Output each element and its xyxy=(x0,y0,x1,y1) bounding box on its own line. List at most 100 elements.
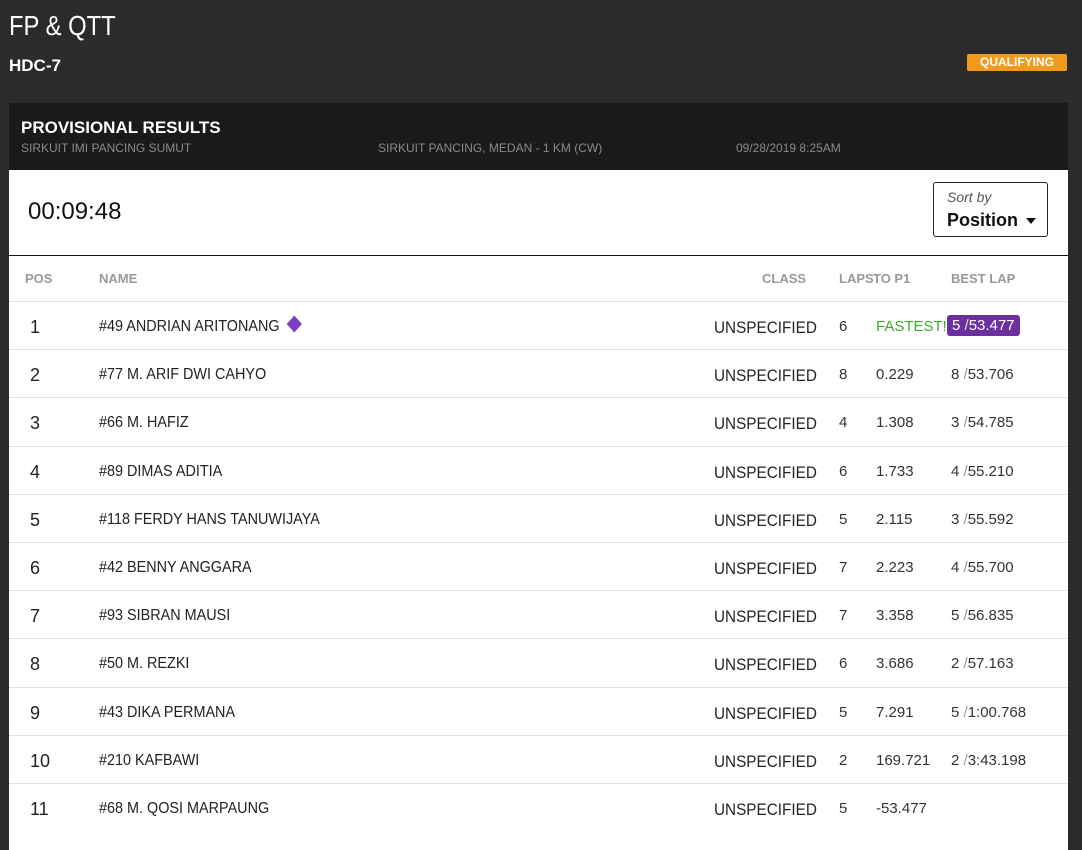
sort-dropdown[interactable] xyxy=(933,182,1048,237)
laps: 2 xyxy=(839,751,848,769)
result-row: 6 #42 BENNY ANGGARA UNSPECIFIED 7 2.223 4 /55… xyxy=(9,542,1068,591)
gap-to-p1: 3.686 xyxy=(876,655,914,673)
divider xyxy=(9,255,1068,256)
class: UNSPECIFIED xyxy=(714,318,817,337)
separator: / xyxy=(963,655,968,673)
gap-to-p1: 3.358 xyxy=(876,607,914,625)
col-header: NAME xyxy=(99,271,138,286)
result-row: 9 #43 DIKA PERMANA UNSPECIFIED 5 7.291 5 /1:0… xyxy=(9,686,1068,736)
class: UNSPECIFIED xyxy=(714,462,817,482)
separator: / xyxy=(963,462,968,480)
result-row: 1 #49 ANDRIAN ARITONANG UNSPECIFIED 6 FASTES… xyxy=(9,301,1068,350)
col-header: POS xyxy=(25,271,53,286)
col-header: LAPS xyxy=(839,271,874,286)
best-lap: 2 /57.163 xyxy=(951,655,1014,672)
class: UNSPECIFIED xyxy=(714,366,817,386)
best-lap-time: 57.163 xyxy=(967,655,1014,673)
driver-name-text: #43 DIKA PERMANA xyxy=(99,703,236,721)
best-lap-time: 53.477 xyxy=(968,317,1015,334)
best-lap-time: 1:00.768 xyxy=(967,703,1027,721)
separator: / xyxy=(963,366,968,384)
gap-to-p1: 1.733 xyxy=(876,462,914,480)
best-lap-number: 2 xyxy=(951,751,960,769)
session-badge: QUALIFYING xyxy=(967,54,1067,71)
best-lap: 5 /53.477 xyxy=(947,315,1020,336)
laps: 5 xyxy=(839,703,848,721)
best-lap-number: 8 xyxy=(951,366,960,384)
separator: / xyxy=(963,559,968,576)
best-lap-time: 3:43.198 xyxy=(967,751,1027,769)
laps: 5 xyxy=(839,510,848,528)
separator: / xyxy=(964,317,969,334)
best-lap-number: 2 xyxy=(951,655,960,673)
separator: / xyxy=(963,414,968,432)
best-lap: 2 /3:43.198 xyxy=(951,752,1026,769)
panel-title: PROVISIONAL RESULTS xyxy=(21,118,221,137)
best-lap-time: 55.592 xyxy=(967,510,1014,528)
laps: 6 xyxy=(839,462,848,480)
best-lap-number: 4 xyxy=(951,462,960,480)
col-header: TO P1 xyxy=(873,271,911,286)
best-lap-time: 55.210 xyxy=(967,462,1014,480)
sort-value[interactable]: Position xyxy=(947,210,1018,230)
result-row: 3 #66 M. HAFIZ UNSPECIFIED 4 1.308 3 /54.785 xyxy=(9,397,1068,446)
best-lap: 3 /54.785 xyxy=(951,414,1014,431)
fastest-icon xyxy=(286,315,302,333)
driver-name: #68 M. QOSI MARPAUNG xyxy=(99,800,269,818)
col-header: BEST LAP xyxy=(951,271,1016,286)
driver-name: #93 SIBRAN MAUSI xyxy=(99,607,230,625)
driver-name: #43 DIKA PERMANA xyxy=(99,704,235,722)
result-row: 7 #93 SIBRAN MAUSI UNSPECIFIED 7 3.358 5 /56.… xyxy=(9,590,1068,639)
driver-name: #42 BENNY ANGGARA xyxy=(99,559,252,577)
gap-to-p1: -53.477 xyxy=(876,800,927,817)
laps: 7 xyxy=(839,559,848,576)
col-header: CLASS xyxy=(762,271,807,286)
dropdown-caret[interactable] xyxy=(1026,218,1036,224)
best-lap: 4 /55.210 xyxy=(951,463,1014,480)
driver-name: #77 M. ARIF DWI CAHYO xyxy=(99,366,266,384)
position: 1 xyxy=(30,317,41,337)
laps: 6 xyxy=(839,655,848,673)
result-row: 11 #68 M. QOSI MARPAUNG UNSPECIFIED 5 -53.47… xyxy=(9,783,1068,832)
position: 10 xyxy=(30,750,51,771)
best-lap: 8 /53.706 xyxy=(951,366,1014,383)
best-lap-number: 5 xyxy=(951,703,960,721)
position: 8 xyxy=(30,654,41,675)
best-lap-number: 3 xyxy=(951,414,960,432)
driver-name: #49 ANDRIAN ARITONANG xyxy=(99,315,302,336)
laps: 4 xyxy=(839,414,848,432)
sort-label[interactable]: Sort by xyxy=(947,189,992,205)
separator: / xyxy=(963,607,968,625)
driver-name: #66 M. HAFIZ xyxy=(99,414,189,432)
class: UNSPECIFIED xyxy=(714,510,817,530)
class: UNSPECIFIED xyxy=(714,751,817,771)
class: UNSPECIFIED xyxy=(714,800,817,819)
position: 11 xyxy=(30,799,49,819)
venue: SIRKUIT IMI PANCING SUMUT xyxy=(21,141,192,155)
driver-name-text: #89 DIMAS ADITIA xyxy=(99,462,223,480)
driver-name: #89 DIMAS ADITIA xyxy=(99,463,222,481)
timer: 00:09:48 xyxy=(28,198,122,225)
results-body xyxy=(9,170,1068,850)
class: UNSPECIFIED xyxy=(714,703,817,723)
result-row: 10 #210 KAFBAWI UNSPECIFIED 2 169.721 2 /3:43… xyxy=(9,734,1068,784)
laps: 6 xyxy=(839,318,848,335)
class: UNSPECIFIED xyxy=(714,655,817,675)
best-lap-number: 3 xyxy=(951,510,960,528)
position: 6 xyxy=(30,558,41,578)
driver-name-text: #77 M. ARIF DWI CAHYO xyxy=(99,366,267,384)
laps: 5 xyxy=(839,800,848,817)
position: 2 xyxy=(30,365,41,386)
position: 3 xyxy=(30,413,41,434)
gap-to-p1: 2.115 xyxy=(876,510,913,528)
laps: 8 xyxy=(839,366,848,384)
result-row: 2 #77 M. ARIF DWI CAHYO UNSPECIFIED 8 0.229 8… xyxy=(9,349,1068,398)
best-lap: 3 /55.592 xyxy=(951,511,1014,528)
best-lap-time: 54.785 xyxy=(967,414,1014,432)
event-title: FP & QTT xyxy=(9,10,116,41)
position: 4 xyxy=(30,461,41,482)
driver-name: #50 M. REZKI xyxy=(99,655,189,673)
driver-name-text: #210 KAFBAWI xyxy=(99,751,200,769)
best-lap: 5 /1:00.768 xyxy=(951,704,1026,721)
